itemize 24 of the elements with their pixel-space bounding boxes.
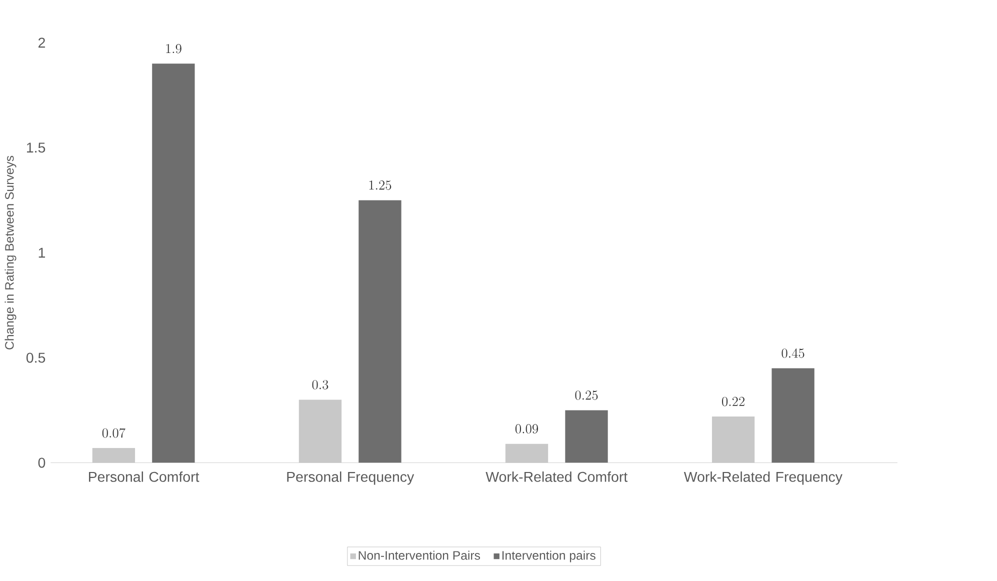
y-axis-title: Change in Rating Between Surveys [4,156,16,350]
x-tick-label: Work-Related Comfort [486,471,628,482]
y-tick-label: 1 [38,248,45,258]
data-label: 0.45 [782,348,804,358]
y-tick-label: 0 [38,458,46,468]
y-tick-label: 1.5 [26,142,46,152]
bar [772,368,814,463]
x-tick-label: Work-Related Frequency [684,471,842,485]
data-label: 0.25 [575,390,598,400]
data-label: 0.3 [312,380,328,390]
legend-label: Intervention pairs [502,550,596,562]
x-tick-label: Personal Comfort [88,471,200,482]
bar [358,200,402,463]
y-tick-label: 0.5 [26,352,46,363]
x-tick-label: Personal Frequency [287,471,414,485]
legend-label: Non-Intervention Pairs [358,550,480,560]
data-label: 1 .9 [166,44,182,54]
bar [152,64,195,463]
data-label: 0.22 [722,396,744,406]
data-label: 0.09 [515,424,538,434]
data-label: 0.07 [102,428,126,438]
y-tick-label: 2 [38,38,45,48]
data-label: 1 .25 [369,180,392,190]
bar [565,410,608,463]
